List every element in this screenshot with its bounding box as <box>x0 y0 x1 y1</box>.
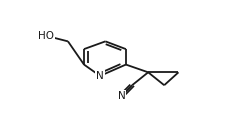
Text: N: N <box>96 71 104 81</box>
Text: N: N <box>117 91 125 101</box>
Text: HO: HO <box>38 31 53 41</box>
